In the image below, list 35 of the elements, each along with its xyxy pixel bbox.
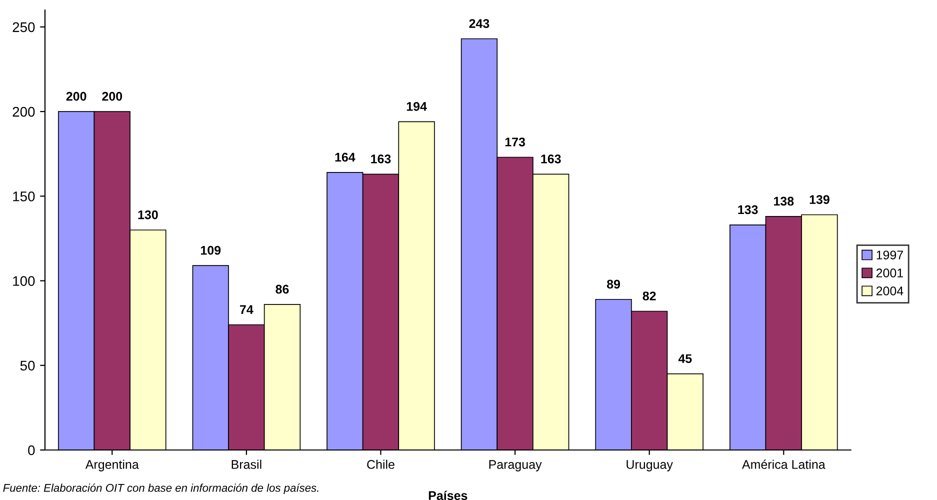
y-tick-label: 0 — [28, 445, 35, 456]
data-label: 243 — [469, 19, 490, 28]
source-note: Fuente: Elaboración OIT con base en información de los países. — [3, 484, 318, 494]
x-tick-label: América Latina — [742, 460, 826, 469]
data-label: 200 — [102, 92, 122, 101]
data-label: 89 — [606, 280, 620, 289]
x-tick-label: Paraguay — [489, 460, 542, 472]
data-label: 139 — [810, 195, 830, 204]
legend-label: 2001 — [876, 268, 903, 278]
data-label: 200 — [66, 92, 86, 101]
data-label: 82 — [642, 292, 656, 300]
y-tick-label: 100 — [13, 276, 35, 286]
x-tick-label: Brasil — [232, 460, 262, 469]
data-label: 133 — [738, 205, 758, 214]
legend-label: 2004 — [876, 286, 904, 296]
data-label: 86 — [276, 284, 289, 294]
data-label: 163 — [371, 154, 391, 164]
data-label: 138 — [774, 196, 794, 206]
data-label: 194 — [406, 102, 427, 111]
y-tick-label: 250 — [12, 22, 35, 32]
y-tick-label: 150 — [13, 191, 35, 202]
data-label: 45 — [678, 354, 692, 364]
x-tick-label: Chile — [367, 460, 394, 469]
y-tick-label: 200 — [12, 106, 35, 117]
x-axis-title: Países — [428, 490, 468, 500]
x-tick-label: Uruguay — [626, 460, 673, 472]
data-label: 130 — [138, 210, 158, 220]
data-label: 173 — [505, 138, 526, 146]
data-label: 74 — [240, 305, 254, 314]
data-label: 163 — [541, 154, 561, 164]
x-tick-label: Argentina — [85, 460, 139, 472]
y-tick-label: 50 — [20, 360, 35, 371]
data-label: 109 — [200, 246, 221, 255]
legend-label: 1997 — [876, 250, 903, 260]
data-label: 164 — [335, 152, 356, 162]
